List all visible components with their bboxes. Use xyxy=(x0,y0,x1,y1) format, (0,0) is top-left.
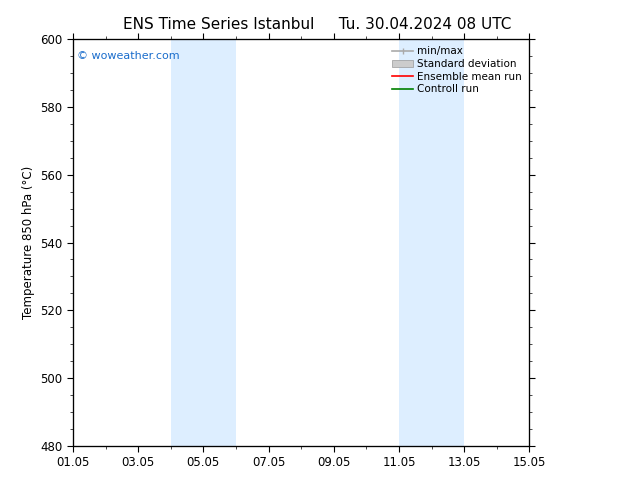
Bar xyxy=(171,39,236,446)
Y-axis label: Temperature 850 hPa (°C): Temperature 850 hPa (°C) xyxy=(22,166,35,319)
Text: © woweather.com: © woweather.com xyxy=(77,51,180,61)
Legend: min/max, Standard deviation, Ensemble mean run, Controll run: min/max, Standard deviation, Ensemble me… xyxy=(391,45,524,97)
Text: ENS Time Series Istanbul     Tu. 30.04.2024 08 UTC: ENS Time Series Istanbul Tu. 30.04.2024 … xyxy=(123,17,511,32)
Bar xyxy=(399,39,464,446)
